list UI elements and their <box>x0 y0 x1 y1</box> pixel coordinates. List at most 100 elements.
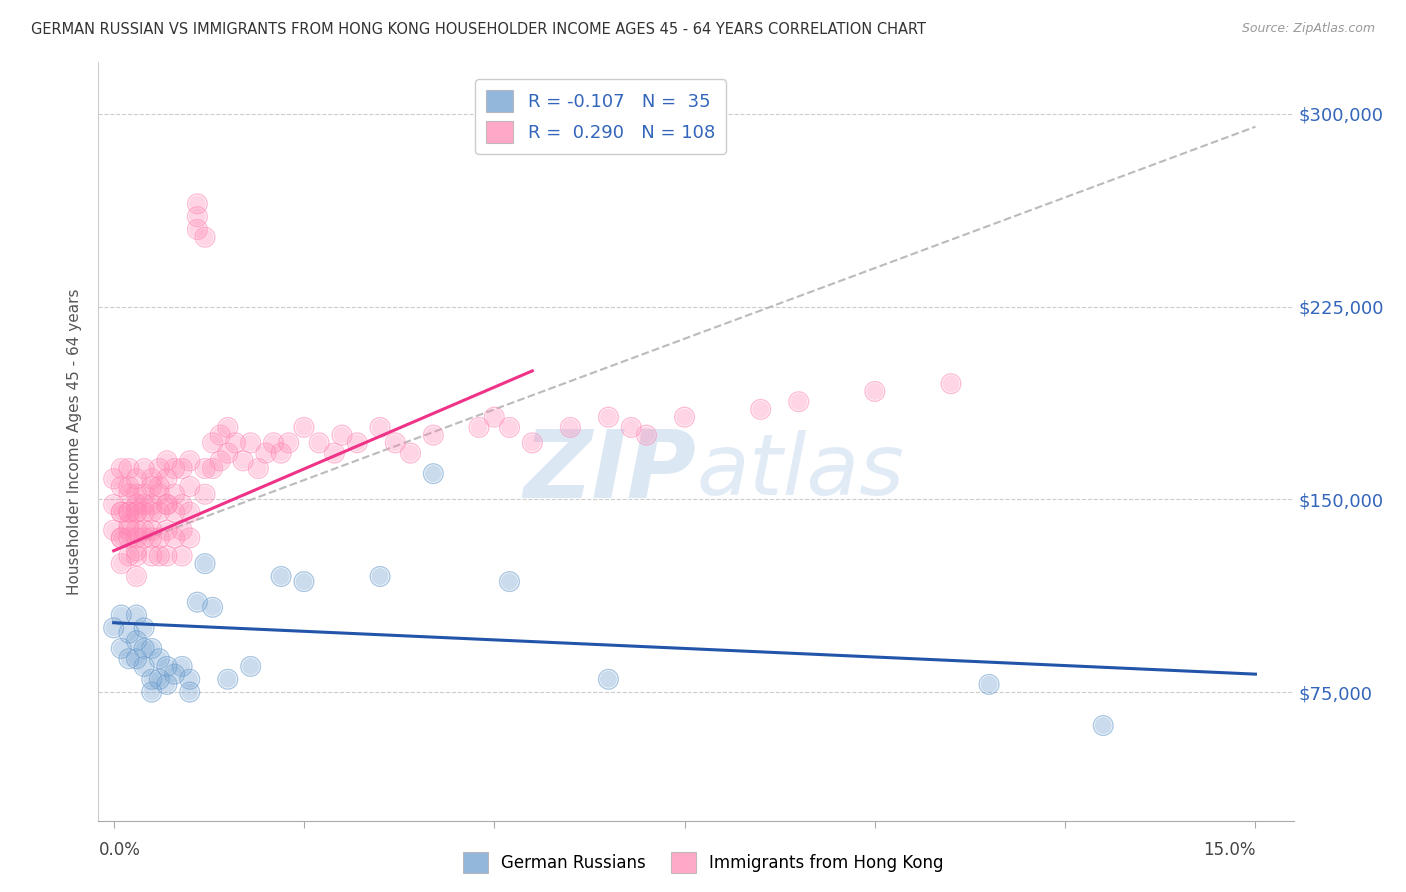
Point <box>148 479 170 493</box>
Point <box>118 651 141 665</box>
Point <box>620 420 643 434</box>
Point <box>156 659 179 673</box>
Point <box>156 549 179 563</box>
Point <box>368 420 391 434</box>
Point <box>498 574 520 589</box>
Point <box>194 461 217 475</box>
Point <box>346 435 368 450</box>
Point <box>110 531 132 545</box>
Point <box>330 428 353 442</box>
Point <box>141 673 163 687</box>
Point <box>263 435 285 450</box>
Point <box>125 633 148 648</box>
Point <box>194 461 217 475</box>
Point <box>118 549 141 563</box>
Point <box>163 667 186 681</box>
Point <box>186 222 208 236</box>
Point <box>172 659 194 673</box>
Point <box>141 498 163 512</box>
Point <box>156 498 179 512</box>
Point <box>277 435 299 450</box>
Point <box>118 518 141 533</box>
Point <box>201 600 224 615</box>
Point <box>110 531 132 545</box>
Point <box>118 505 141 519</box>
Point <box>118 505 141 519</box>
Point <box>163 487 186 501</box>
Point <box>110 607 132 622</box>
Point <box>194 557 217 571</box>
Point <box>118 531 141 545</box>
Point <box>125 505 148 519</box>
Point <box>209 428 232 442</box>
Point <box>156 523 179 537</box>
Point <box>384 435 406 450</box>
Point <box>125 487 148 501</box>
Point <box>498 574 520 589</box>
Point <box>141 479 163 493</box>
Point <box>132 505 155 519</box>
Point <box>110 557 132 571</box>
Point <box>132 523 155 537</box>
Point <box>118 461 141 475</box>
Point <box>118 531 141 545</box>
Point <box>749 402 772 417</box>
Point <box>186 222 208 236</box>
Point <box>598 410 620 425</box>
Point <box>163 505 186 519</box>
Point <box>263 435 285 450</box>
Point <box>270 446 292 460</box>
Point <box>186 595 208 609</box>
Text: 0.0%: 0.0% <box>98 841 141 859</box>
Point <box>103 472 125 486</box>
Point <box>141 472 163 486</box>
Point <box>384 435 406 450</box>
Point <box>270 569 292 583</box>
Point <box>141 685 163 699</box>
Text: Source: ZipAtlas.com: Source: ZipAtlas.com <box>1241 22 1375 36</box>
Point <box>179 685 201 699</box>
Point <box>163 667 186 681</box>
Point <box>239 435 262 450</box>
Point <box>323 446 346 460</box>
Point <box>163 531 186 545</box>
Point <box>201 435 224 450</box>
Point <box>194 487 217 501</box>
Point <box>148 651 170 665</box>
Point <box>132 498 155 512</box>
Point <box>125 498 148 512</box>
Point <box>194 230 217 244</box>
Point <box>194 230 217 244</box>
Point <box>110 641 132 656</box>
Point <box>468 420 491 434</box>
Point <box>163 487 186 501</box>
Point <box>103 523 125 537</box>
Point <box>422 467 444 481</box>
Point <box>118 487 141 501</box>
Point <box>125 505 148 519</box>
Point <box>498 420 520 434</box>
Point <box>125 505 148 519</box>
Point <box>118 479 141 493</box>
Point <box>673 410 696 425</box>
Point <box>179 479 201 493</box>
Point <box>209 428 232 442</box>
Point <box>141 523 163 537</box>
Point <box>118 518 141 533</box>
Point <box>156 549 179 563</box>
Point <box>186 196 208 211</box>
Point <box>132 487 155 501</box>
Text: 15.0%: 15.0% <box>1204 841 1256 859</box>
Point <box>148 505 170 519</box>
Point <box>172 523 194 537</box>
Point <box>323 446 346 460</box>
Point <box>132 641 155 656</box>
Point <box>148 461 170 475</box>
Text: atlas: atlas <box>696 430 904 514</box>
Point <box>110 641 132 656</box>
Point <box>217 446 239 460</box>
Point <box>201 600 224 615</box>
Point <box>254 446 277 460</box>
Point <box>247 461 270 475</box>
Point <box>125 549 148 563</box>
